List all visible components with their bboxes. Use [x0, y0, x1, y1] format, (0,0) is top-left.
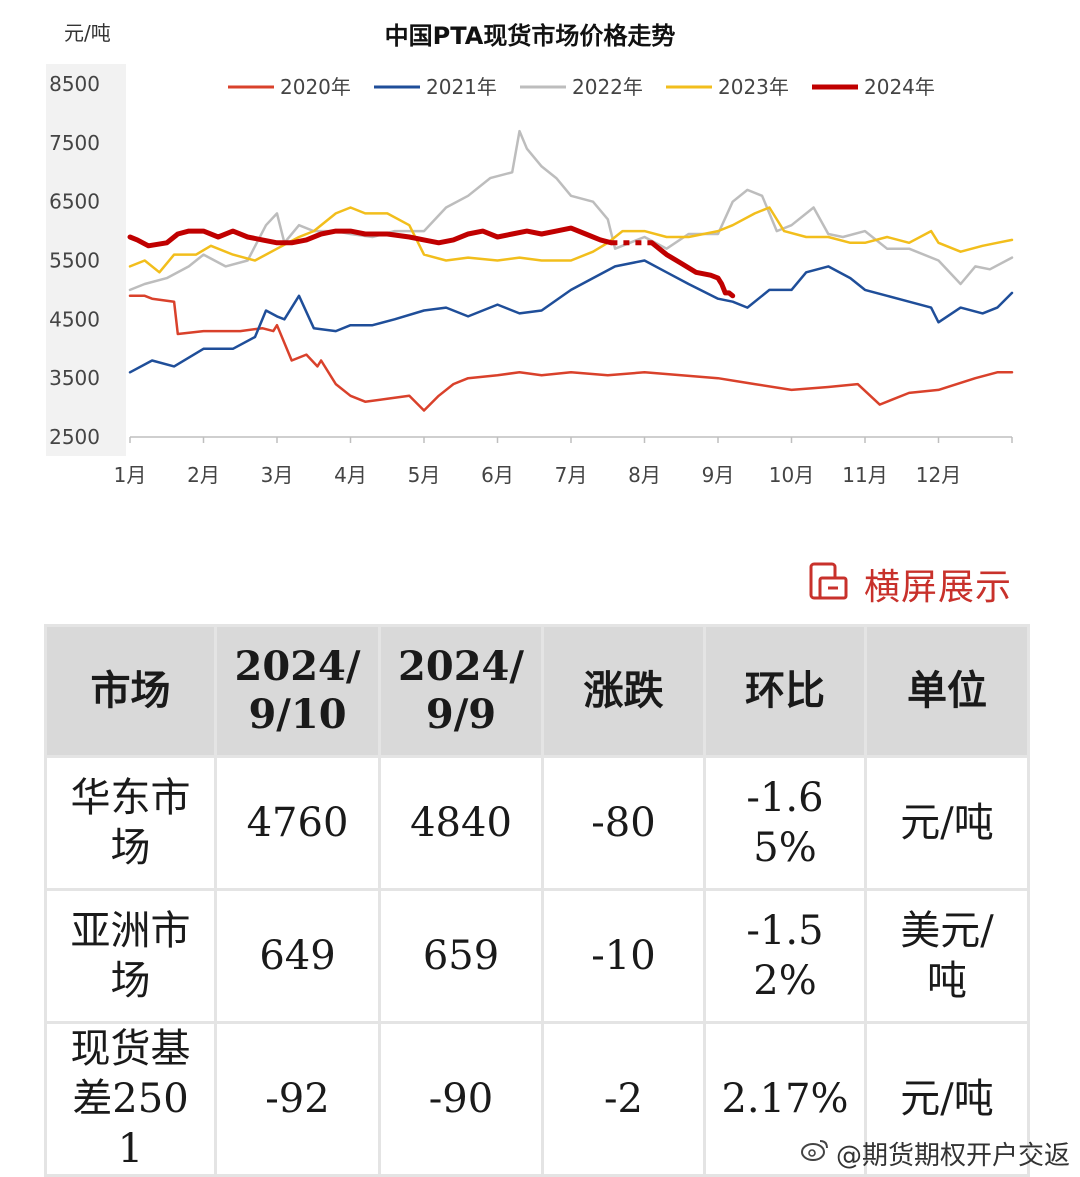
- cell-pct: 2.17%: [703, 1021, 867, 1177]
- header-date-today: 2024/9/10: [214, 624, 381, 758]
- x-tick-label: 4月: [334, 463, 367, 487]
- cell-market: 亚洲市场: [44, 888, 217, 1024]
- chart-title: 中国PTA现货市场价格走势: [385, 22, 676, 50]
- table-row: 现货基差2501 -92 -90 -2 2.17% 元/吨: [44, 1021, 1030, 1177]
- landscape-view-button[interactable]: 横屏展示: [806, 560, 1012, 608]
- series-line-2022年: [128, 129, 1014, 292]
- table-row: 华东市场 4760 4840 -80 -1.65% 元/吨: [44, 755, 1030, 891]
- cell-market: 华东市场: [44, 755, 217, 891]
- legend-label: 2020年: [280, 75, 351, 99]
- cell-pct: -1.52%: [703, 888, 867, 1024]
- cell-today: 4760: [214, 755, 381, 891]
- cell-market: 现货基差2501: [44, 1021, 217, 1177]
- x-tick-label: 3月: [261, 463, 294, 487]
- y-tick-label: 7500: [49, 131, 100, 155]
- weibo-logo-icon: [800, 1137, 830, 1170]
- y-axis-label-band: [46, 64, 126, 456]
- cell-change: -10: [541, 888, 706, 1024]
- y-tick-label: 6500: [49, 190, 100, 214]
- header-unit: 单位: [864, 624, 1030, 758]
- x-tick-label: 11月: [842, 463, 887, 487]
- x-tick-label: 2月: [187, 463, 220, 487]
- cell-prev: -90: [378, 1021, 544, 1177]
- table-row: 亚洲市场 649 659 -10 -1.52% 美元/吨: [44, 888, 1030, 1024]
- price-table: 市场 2024/9/10 2024/9/9 涨跌 环比 单位 华东市场 4760…: [44, 624, 1030, 1177]
- x-tick-label: 1月: [114, 463, 147, 487]
- price-trend-chart: 8500 7500 6500 5500 4500 3500 2500 1月 2月 3月 4月 5月 6…: [0, 0, 1080, 520]
- cell-today: -92: [214, 1021, 381, 1177]
- chart-canvas: 8500 7500 6500 5500 4500 3500 2500 1月 2月 3月 4月 5月 6…: [46, 21, 1014, 487]
- y-tick-label: 3500: [49, 366, 100, 390]
- header-change: 涨跌: [541, 624, 706, 758]
- cell-prev: 659: [378, 888, 544, 1024]
- header-market: 市场: [44, 624, 217, 758]
- series-line-2023年: [128, 206, 1014, 274]
- legend-label: 2024年: [864, 75, 935, 99]
- x-tick-label: 7月: [555, 463, 588, 487]
- watermark-text: @期货期权开户交返: [835, 1141, 1070, 1171]
- y-tick-label: 5500: [49, 249, 100, 273]
- x-tick-label: 12月: [916, 463, 961, 487]
- x-tick-label: 6月: [481, 463, 514, 487]
- legend-label: 2023年: [718, 75, 789, 99]
- cell-unit: 元/吨: [864, 755, 1030, 891]
- cell-change: -2: [541, 1021, 706, 1177]
- x-tick-label: 9月: [702, 463, 735, 487]
- x-tick-label: 10月: [769, 463, 814, 487]
- x-tick-label: 8月: [628, 463, 661, 487]
- series-line-2024年: [127, 225, 614, 249]
- header-pct-change: 环比: [703, 624, 867, 758]
- table-header-row: 市场 2024/9/10 2024/9/9 涨跌 环比 单位: [44, 624, 1030, 758]
- cell-unit: 美元/吨: [864, 888, 1030, 1024]
- y-axis-unit-label: 元/吨: [64, 21, 111, 45]
- cell-prev: 4840: [378, 755, 544, 891]
- cell-unit: 元/吨: [864, 1021, 1030, 1177]
- cell-change: -80: [541, 755, 706, 891]
- watermark: @期货期权开户交返: [800, 1135, 1070, 1172]
- series-line-2021年: [128, 259, 1014, 374]
- y-tick-label: 4500: [49, 307, 100, 331]
- rotate-screen-icon: [806, 560, 850, 608]
- x-tick-label: 5月: [408, 463, 441, 487]
- legend-label: 2022年: [572, 75, 643, 99]
- y-tick-label: 2500: [49, 425, 100, 449]
- series-line-2020年: [128, 294, 1014, 412]
- cell-pct: -1.65%: [703, 755, 867, 891]
- header-date-prev: 2024/9/9: [378, 624, 544, 758]
- y-tick-label: 8500: [49, 72, 100, 96]
- series-line-2024-tail: [649, 240, 736, 299]
- legend-label: 2021年: [426, 75, 497, 99]
- landscape-view-label: 横屏展示: [864, 567, 1013, 608]
- cell-today: 649: [214, 888, 381, 1024]
